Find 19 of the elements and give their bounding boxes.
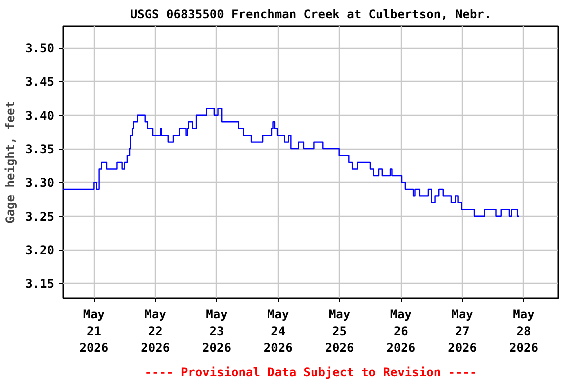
y-axis-title: Gage height, feet [4,101,18,224]
y-tick-label: 3.30 [26,176,55,190]
x-tick-label: May 27 2026 [448,308,478,356]
y-tick-label: 3.20 [26,244,55,258]
x-tick-label: May 26 2026 [386,308,416,356]
x-tick-label: May 24 2026 [264,308,293,356]
y-tick-label: 3.35 [26,142,55,157]
x-tick-label: May 28 2026 [510,308,538,356]
y-tick-label: 3.40 [26,108,55,123]
y-tick-label: 3.25 [26,210,55,224]
x-tick-label: May 22 2026 [141,308,170,356]
y-tick-label: 3.50 [26,42,55,56]
y-tick-label: 3.45 [26,75,55,90]
x-tick-label: May 25 2026 [325,308,354,356]
x-tick-label: May 21 2026 [80,308,109,356]
text: ---- Provisional Data Subject to Revision ---- [144,366,478,380]
chart-title: USGS 06835500 Frenchman Creek at Culbertson, Nebr. [130,8,492,22]
x-tick-label: May 23 2026 [202,308,232,356]
y-tick-label: 3.15 [26,277,55,292]
